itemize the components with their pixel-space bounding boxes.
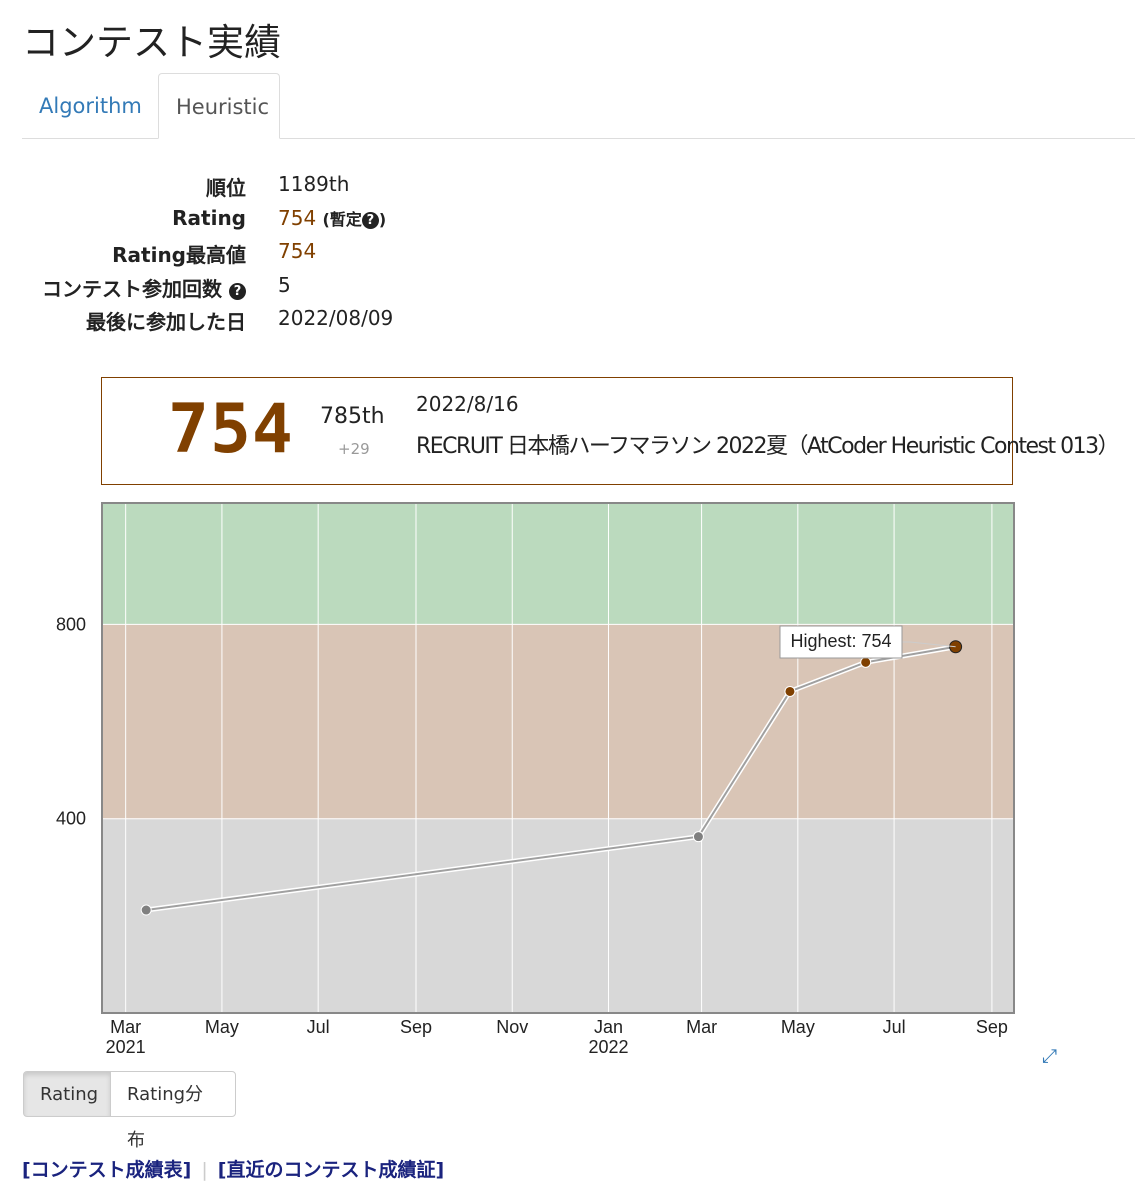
link-separator: | <box>201 1159 208 1181</box>
rating-label: Rating <box>172 205 246 230</box>
annotation-leader <box>902 641 956 648</box>
info-rating: 754 <box>168 390 294 469</box>
x-tick-label: Nov <box>496 1017 528 1037</box>
y-tick-label: 800 <box>56 614 86 634</box>
rating-provisional-note: (暫定?) <box>322 209 387 229</box>
y-tick-label: 400 <box>56 809 86 829</box>
x-tick-year: 2022 <box>588 1037 628 1057</box>
contest-info-box: 754 785th +29 2022/8/16 RECRUIT 日本橋ハーフマラ… <box>101 377 1120 485</box>
highest-annotation-text: Highest: 754 <box>790 631 891 651</box>
x-tick-label: May <box>205 1017 239 1037</box>
count-label-wrap: コンテスト参加回数 ? <box>0 273 246 302</box>
provisional-text: (暫定 <box>322 209 362 229</box>
chart-frame <box>101 502 1015 1014</box>
recent-certificate-link[interactable]: [直近のコンテスト成績証] <box>217 1159 445 1181</box>
contest-tabs: Algorithm Heuristic <box>22 73 1135 139</box>
highest-annotation-box <box>779 625 903 659</box>
x-tick-label: Sep <box>976 1017 1008 1037</box>
expand-icon[interactable]: ⤢ <box>1042 1045 1058 1067</box>
data-point <box>860 656 872 668</box>
x-tick-label: Mar <box>110 1017 141 1037</box>
question-circle-icon[interactable]: ? <box>229 282 246 300</box>
tab-heuristic[interactable]: Heuristic <box>158 73 280 139</box>
x-tick-label: May <box>781 1017 815 1037</box>
page-title: コンテスト実績 <box>22 21 281 64</box>
rating-value-wrap: 754 (暫定?) <box>278 206 386 230</box>
info-rank: 785th <box>320 404 385 429</box>
rank-label: 順位 <box>206 176 246 200</box>
contest-results-link[interactable]: [コンテスト成績表] <box>22 1159 192 1181</box>
rating-band-2 <box>102 503 1014 625</box>
data-point <box>784 685 796 697</box>
rank-value: 1189th <box>278 172 350 196</box>
rating-button[interactable]: Rating <box>23 1071 111 1117</box>
x-tick-label: Mar <box>686 1017 717 1037</box>
data-point <box>140 904 152 916</box>
provisional-close: ) <box>378 209 387 229</box>
rating-band-0 <box>102 818 1014 1013</box>
count-value: 5 <box>278 272 291 297</box>
info-diff: +29 <box>338 440 370 458</box>
x-tick-label: Jan <box>594 1017 623 1037</box>
highest-label: Rating最高値 <box>112 243 246 267</box>
data-point <box>692 831 704 843</box>
count-label: コンテスト参加回数 <box>42 276 223 301</box>
highest-value: 754 <box>278 239 317 263</box>
tab-algorithm[interactable]: Algorithm <box>39 94 142 118</box>
info-date: 2022/8/16 <box>416 392 519 416</box>
info-contest-name[interactable]: RECRUIT 日本橋ハーフマラソン 2022夏（AtCoder Heurist… <box>416 434 1120 459</box>
x-tick-label: Sep <box>400 1017 432 1037</box>
last-label: 最後に参加した日 <box>86 310 246 334</box>
question-circle-icon[interactable]: ? <box>361 211 379 229</box>
x-tick-year: 2021 <box>106 1037 146 1057</box>
last-value: 2022/08/09 <box>278 306 394 330</box>
footer-links: [コンテスト成績表] | [直近のコンテスト成績証] <box>22 1155 444 1182</box>
x-tick-label: Jul <box>883 1017 906 1037</box>
x-tick-label: Jul <box>307 1017 330 1037</box>
rating-value: 754 <box>278 205 317 230</box>
rating-distribution-button[interactable]: Rating分布 <box>110 1071 236 1151</box>
